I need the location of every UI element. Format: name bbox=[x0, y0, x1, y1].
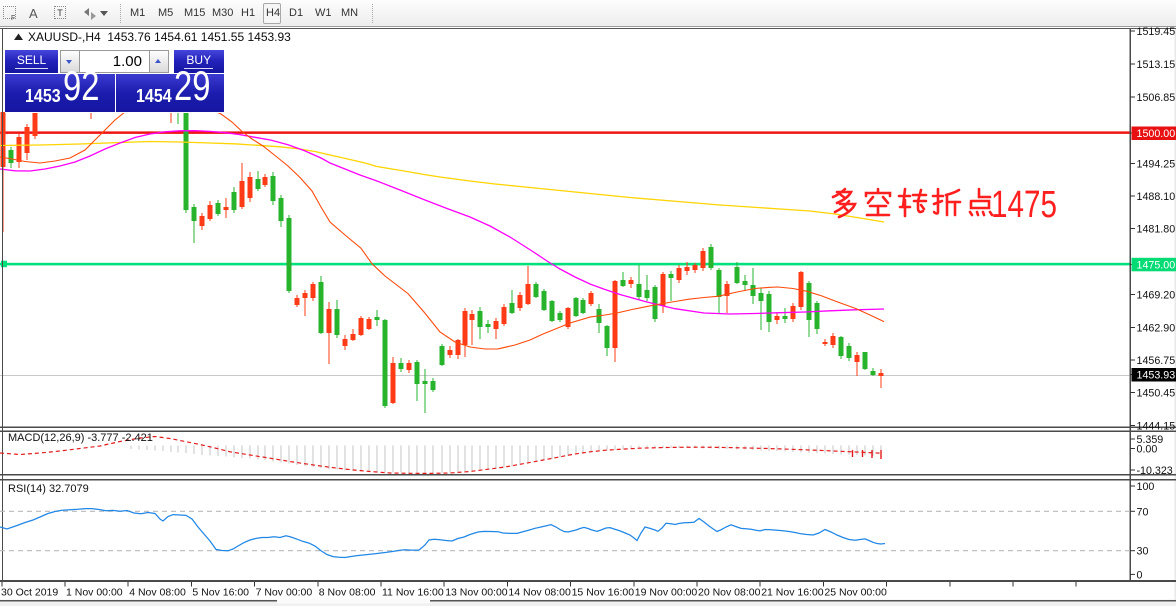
svg-text:15 Nov 16:00: 15 Nov 16:00 bbox=[572, 587, 635, 599]
svg-text:1462.90: 1462.90 bbox=[1137, 323, 1176, 335]
svg-text:5.359: 5.359 bbox=[1137, 434, 1164, 446]
svg-text:MACD(12,26,9) -3.777 -2.421: MACD(12,26,9) -3.777 -2.421 bbox=[8, 432, 153, 444]
svg-text:RSI(14) 32.7079: RSI(14) 32.7079 bbox=[8, 483, 89, 495]
svg-text:7 Nov 00:00: 7 Nov 00:00 bbox=[256, 587, 313, 599]
svg-text:1456.75: 1456.75 bbox=[1137, 355, 1176, 367]
svg-text:4 Nov 08:00: 4 Nov 08:00 bbox=[129, 587, 186, 599]
svg-text:25 Nov 00:00: 25 Nov 00:00 bbox=[824, 587, 887, 599]
svg-text:100: 100 bbox=[1137, 481, 1155, 493]
svg-text:70: 70 bbox=[1137, 506, 1149, 518]
svg-text:30 Oct 2019: 30 Oct 2019 bbox=[1, 587, 58, 599]
svg-text:1488.10: 1488.10 bbox=[1137, 191, 1176, 203]
svg-text:1506.85: 1506.85 bbox=[1137, 92, 1176, 104]
svg-text:XAUUSD-,H4 1453.76 1454.61 14: XAUUSD-,H4 1453.76 1454.61 1451.55 1453.… bbox=[28, 30, 291, 44]
svg-text:8 Nov 08:00: 8 Nov 08:00 bbox=[319, 587, 376, 599]
svg-text:1500.00: 1500.00 bbox=[1137, 128, 1176, 140]
svg-text:5 Nov 16:00: 5 Nov 16:00 bbox=[192, 587, 249, 599]
svg-text:14 Nov 08:00: 14 Nov 08:00 bbox=[508, 587, 571, 599]
svg-text:21 Nov 16:00: 21 Nov 16:00 bbox=[761, 587, 824, 599]
svg-text:1469.20: 1469.20 bbox=[1137, 290, 1176, 302]
svg-text:-10.323: -10.323 bbox=[1137, 465, 1173, 477]
svg-text:11 Nov 16:00: 11 Nov 16:00 bbox=[382, 587, 444, 599]
svg-text:1481.80: 1481.80 bbox=[1137, 224, 1176, 236]
svg-text:0: 0 bbox=[1137, 569, 1143, 581]
svg-text:20 Nov 08:00: 20 Nov 08:00 bbox=[698, 587, 761, 599]
svg-text:1444.15: 1444.15 bbox=[1137, 421, 1176, 433]
svg-text:0.00: 0.00 bbox=[1137, 444, 1158, 456]
svg-text:1475.00: 1475.00 bbox=[1137, 259, 1176, 271]
svg-text:1453.93: 1453.93 bbox=[1137, 370, 1176, 382]
svg-text:1494.25: 1494.25 bbox=[1137, 159, 1176, 171]
svg-text:1513.15: 1513.15 bbox=[1137, 59, 1176, 71]
svg-text:13 Nov 00:00: 13 Nov 00:00 bbox=[445, 587, 508, 599]
svg-text:19 Nov 00:00: 19 Nov 00:00 bbox=[635, 587, 698, 599]
svg-text:1475: 1475 bbox=[991, 184, 1057, 226]
svg-text:1 Nov 00:00: 1 Nov 00:00 bbox=[66, 587, 123, 599]
svg-text:1450.45: 1450.45 bbox=[1137, 388, 1176, 400]
svg-text:30: 30 bbox=[1137, 546, 1149, 558]
svg-text:1519.45: 1519.45 bbox=[1137, 26, 1176, 38]
